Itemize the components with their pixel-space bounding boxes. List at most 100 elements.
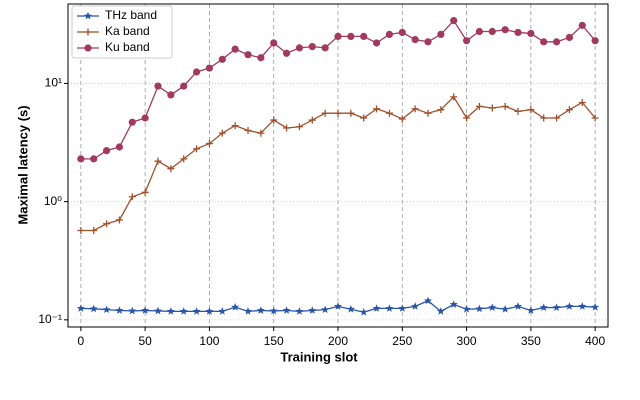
point	[231, 122, 239, 130]
point	[462, 37, 471, 45]
point	[77, 155, 85, 163]
point	[89, 304, 98, 313]
point	[192, 307, 201, 315]
legend-marker	[84, 44, 92, 52]
point	[308, 42, 316, 51]
point	[205, 307, 214, 315]
point	[308, 116, 316, 124]
point	[90, 227, 98, 235]
point	[488, 104, 496, 112]
point	[141, 306, 150, 314]
point	[346, 305, 355, 313]
point	[295, 123, 303, 131]
point	[218, 129, 226, 137]
legend-marker	[84, 28, 92, 36]
point	[231, 302, 240, 311]
point	[179, 307, 188, 315]
point	[128, 193, 136, 201]
point	[167, 91, 175, 99]
point	[411, 302, 420, 310]
point	[398, 304, 407, 312]
point	[398, 115, 406, 123]
point	[334, 302, 342, 310]
point	[449, 300, 458, 308]
point	[372, 39, 381, 47]
point	[437, 106, 445, 114]
point	[436, 307, 445, 315]
point	[385, 109, 393, 117]
point	[501, 305, 510, 313]
point	[321, 109, 329, 117]
point	[501, 26, 509, 34]
point	[514, 107, 522, 115]
x-tick-label: 350	[521, 334, 541, 348]
point	[539, 303, 548, 311]
point	[102, 305, 111, 314]
point	[424, 296, 432, 305]
x-tick-label: 0	[78, 334, 85, 348]
point	[321, 305, 330, 314]
point	[295, 44, 304, 52]
legend-label: THz band	[105, 8, 157, 22]
legend-box	[71, 5, 173, 59]
point	[488, 303, 497, 311]
point	[385, 30, 394, 38]
point	[514, 28, 522, 37]
point	[372, 304, 381, 312]
legend-label: Ka band	[105, 24, 150, 38]
point	[244, 51, 252, 59]
point	[154, 306, 162, 315]
point	[475, 304, 484, 313]
point	[398, 28, 406, 37]
point	[424, 38, 432, 46]
point	[128, 118, 136, 126]
point	[527, 29, 535, 38]
point	[321, 44, 329, 52]
point	[282, 49, 291, 57]
point	[334, 109, 342, 117]
point	[257, 54, 265, 62]
point	[347, 109, 355, 117]
point	[578, 302, 587, 310]
point	[270, 116, 278, 124]
point	[591, 114, 599, 122]
point	[76, 304, 85, 312]
point	[90, 155, 98, 163]
point	[205, 140, 213, 148]
point	[244, 126, 252, 134]
y-tick-label: 10⁻¹	[38, 312, 62, 326]
point	[437, 30, 445, 38]
point	[450, 17, 458, 25]
point	[77, 227, 85, 235]
point	[154, 82, 162, 90]
point	[231, 45, 239, 53]
point	[282, 306, 291, 314]
point	[565, 106, 573, 114]
x-axis-title: Training slot	[280, 349, 358, 364]
point	[141, 188, 149, 196]
x-tick-label: 200	[328, 334, 348, 348]
point	[256, 306, 265, 314]
y-tick-label: 10¹	[45, 76, 62, 90]
point	[359, 308, 368, 316]
point	[552, 38, 561, 46]
point	[565, 302, 574, 310]
point	[115, 216, 123, 224]
point	[450, 93, 458, 101]
point	[501, 102, 509, 110]
point	[462, 305, 471, 313]
point	[154, 157, 162, 165]
point	[167, 165, 175, 173]
point	[115, 306, 124, 314]
point	[205, 64, 214, 72]
point	[360, 32, 368, 41]
point	[180, 155, 188, 163]
point	[411, 105, 419, 113]
point	[257, 129, 265, 137]
point	[103, 220, 111, 228]
legend-marker	[84, 11, 92, 20]
x-tick-label: 150	[264, 334, 284, 348]
point	[540, 38, 548, 46]
point	[308, 306, 317, 314]
